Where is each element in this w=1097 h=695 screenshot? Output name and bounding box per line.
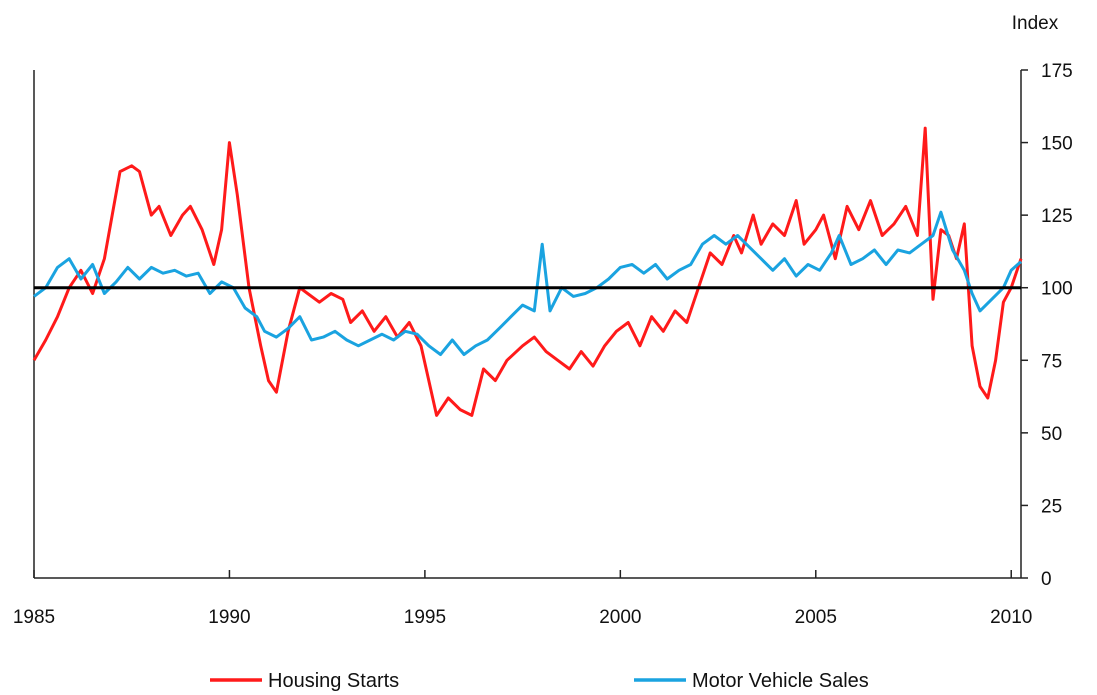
- series-line-motor-vehicle-sales: [33, 210, 1022, 356]
- y-tick-label: 50: [1041, 424, 1062, 445]
- x-tick-label: 2010: [990, 607, 1032, 628]
- x-tick-label: 1990: [208, 607, 250, 628]
- x-tick-label: 1995: [404, 607, 446, 628]
- x-tick-label: 2000: [599, 607, 641, 628]
- y-tick-label: 175: [1041, 61, 1073, 82]
- y-tick-label: 0: [1041, 569, 1052, 590]
- chart-series: [32, 126, 1023, 417]
- series-line-housing-starts: [32, 126, 1023, 417]
- y-axis-title: Index: [1012, 13, 1059, 34]
- y-tick-label: 150: [1041, 134, 1073, 155]
- y-tick-label: 75: [1041, 351, 1062, 372]
- y-tick-label: 125: [1041, 206, 1073, 227]
- x-tick-label: 1985: [13, 607, 55, 628]
- y-tick-label: 25: [1041, 496, 1062, 517]
- chart-legend: Housing Starts Motor Vehicle Sales: [210, 670, 869, 692]
- y-tick-label: 100: [1041, 279, 1073, 300]
- x-tick-label: 2005: [795, 607, 837, 628]
- legend-label: Housing Starts: [268, 670, 399, 692]
- chart-axes: 0 25 50 75 100 125 150 175 1985 1990 1995 2000 2005 2…: [13, 61, 1073, 628]
- legend-label: Motor Vehicle Sales: [692, 670, 869, 692]
